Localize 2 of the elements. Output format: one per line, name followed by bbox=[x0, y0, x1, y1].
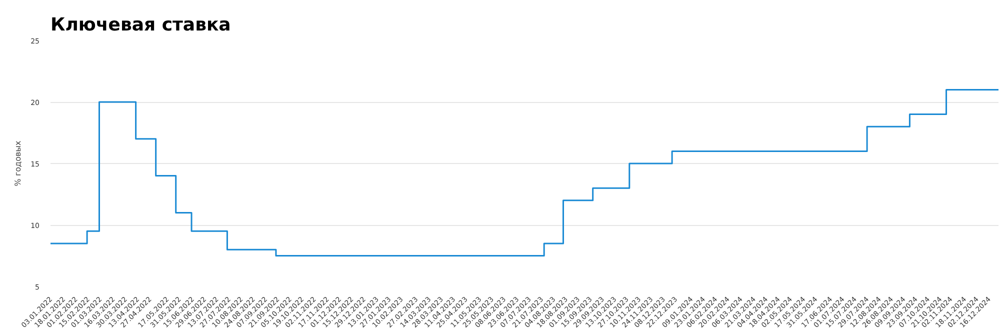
chart-title: Ключевая ставка bbox=[50, 14, 231, 36]
y-axis-title: % годовых bbox=[14, 140, 23, 186]
